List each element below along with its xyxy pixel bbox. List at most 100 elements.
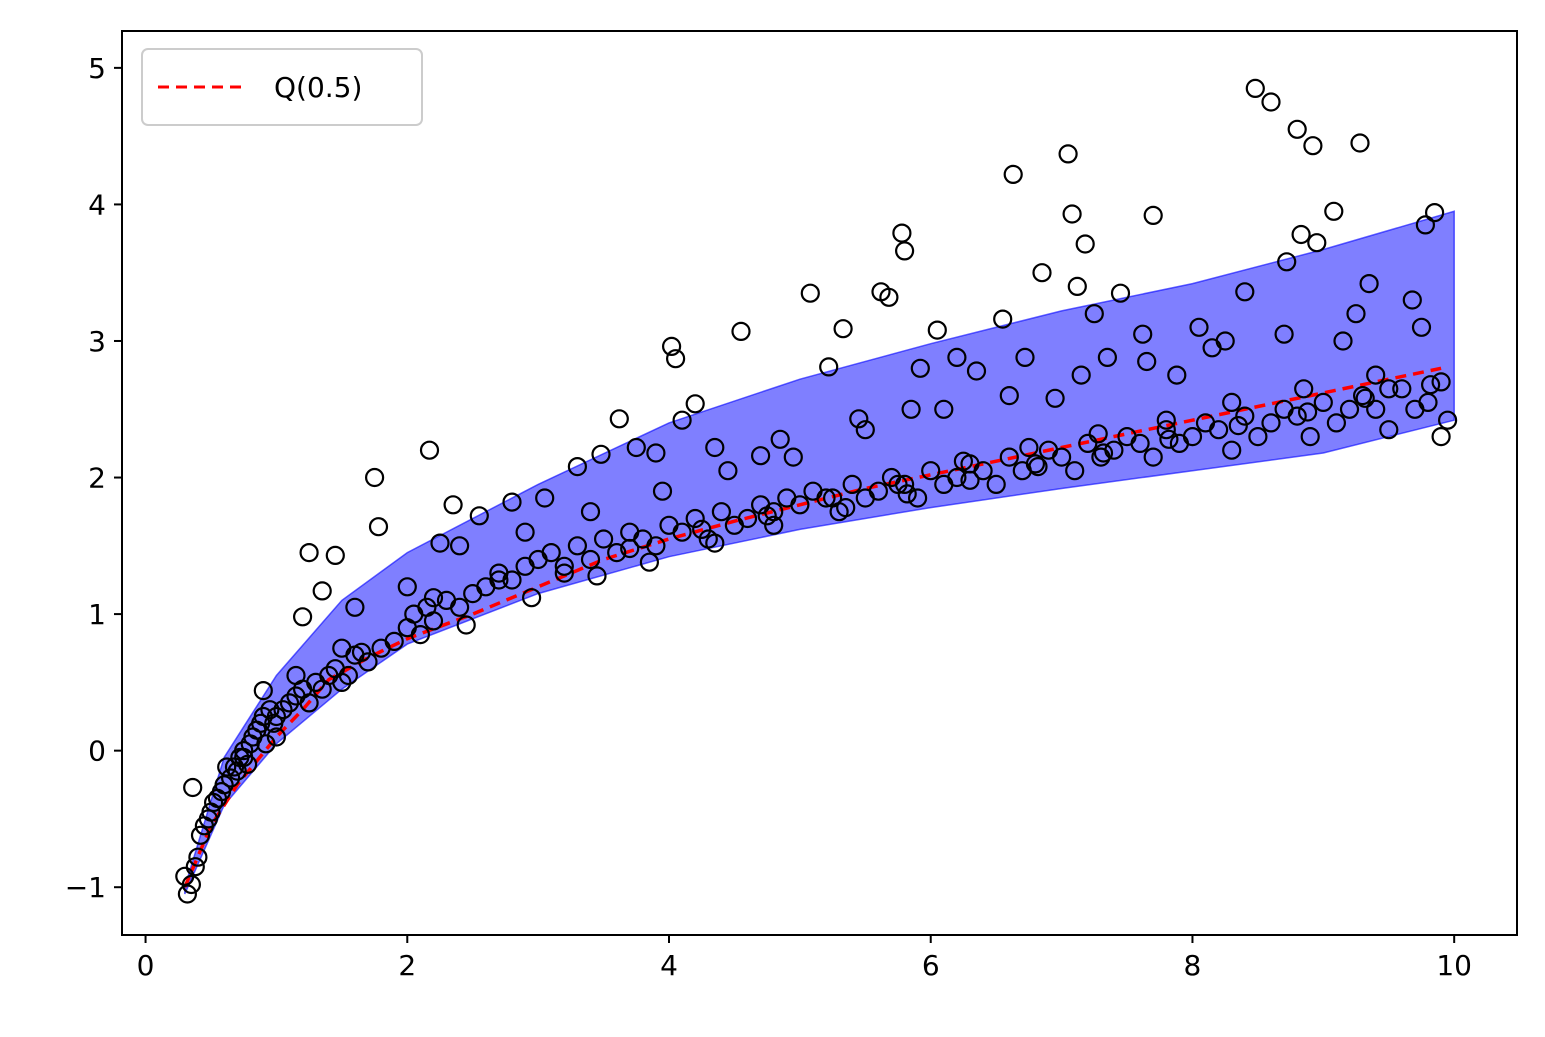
scatter-point — [718, 461, 738, 481]
scatter-point — [1093, 443, 1114, 463]
scatter-point — [1235, 282, 1255, 302]
scatter-point — [1071, 365, 1091, 385]
scatter-point — [1202, 338, 1222, 358]
scatter-point — [1015, 347, 1035, 367]
scatter-point — [1222, 392, 1242, 412]
scatter-point — [1346, 304, 1366, 324]
scatter-point — [256, 734, 276, 754]
scatter-point — [620, 538, 640, 559]
scatter-point — [1167, 365, 1187, 385]
scatter-point — [986, 474, 1006, 494]
scatter-point — [332, 672, 352, 693]
scatter-point — [1326, 413, 1347, 433]
scatter-point — [190, 825, 211, 845]
scatter-point — [185, 857, 205, 877]
scatter-point — [1431, 427, 1451, 447]
y-tick-label: 0 — [88, 735, 106, 768]
scatter-point — [1300, 427, 1320, 447]
scatter-point — [1156, 420, 1176, 440]
scatter-point — [1355, 388, 1375, 408]
scatter-point — [450, 536, 470, 556]
scatter-point — [705, 437, 725, 458]
y-tick-label: 4 — [88, 188, 106, 221]
scatter-point — [541, 542, 561, 563]
scatter-point — [646, 536, 666, 556]
scatter-point — [1261, 413, 1281, 433]
scatter-point — [1352, 386, 1373, 406]
scatter-point — [365, 467, 385, 488]
scatter-point — [1307, 233, 1327, 253]
scatter-point — [609, 409, 629, 429]
scatter-point — [1130, 433, 1150, 453]
legend: Q(0.5) — [141, 48, 423, 126]
scatter-point — [901, 399, 921, 419]
scatter-point — [587, 566, 607, 586]
scatter-point — [502, 492, 522, 512]
x-tick-label: 8 — [1184, 949, 1202, 982]
scatter-point — [253, 680, 273, 701]
scatter-point — [1208, 420, 1229, 440]
scatter-point — [1143, 205, 1163, 225]
scatter-point — [1411, 317, 1432, 337]
scatter-point — [879, 287, 899, 307]
x-tick-label: 2 — [398, 949, 416, 982]
scatter-point — [652, 481, 673, 501]
scatter-point — [894, 241, 915, 261]
x-tick-label: 6 — [922, 949, 940, 982]
scatter-point — [800, 283, 820, 303]
scatter-point — [293, 607, 313, 627]
scatter-point — [1287, 406, 1307, 426]
scatter-point — [580, 549, 601, 570]
scatter-point — [234, 740, 254, 761]
quantile-band — [184, 210, 1455, 895]
scatter-point — [279, 693, 300, 713]
scatter-point — [1075, 234, 1095, 254]
scatter-point — [593, 529, 614, 549]
scatter-point — [1067, 276, 1087, 296]
scatter-point — [443, 495, 463, 515]
scatter-point — [819, 357, 839, 377]
scatter-point — [456, 615, 476, 635]
x-tick-label: 0 — [137, 949, 155, 982]
scatter-point — [1431, 372, 1451, 392]
scatter-point — [672, 410, 692, 430]
median-line — [183, 366, 1442, 888]
scatter-point — [1156, 410, 1176, 430]
scatter-point — [1339, 399, 1360, 419]
scatter-point — [1222, 440, 1242, 460]
scatter-point — [1415, 215, 1436, 235]
scatter-point — [217, 757, 237, 777]
scatter-point — [1261, 92, 1281, 112]
scatter-point — [816, 488, 836, 508]
scatter-point — [868, 481, 889, 501]
scatter-point — [554, 556, 574, 576]
scatter-point — [1379, 420, 1399, 440]
scatter-point — [822, 488, 843, 508]
scatter-point — [1297, 402, 1318, 422]
scatter-point — [332, 638, 352, 658]
scatter-point — [1088, 424, 1108, 444]
y-tick-label: 1 — [88, 598, 106, 631]
scatter-point — [927, 320, 947, 340]
scatter-point — [639, 552, 660, 572]
scatter-point — [1028, 457, 1048, 477]
scatter-point — [567, 457, 588, 477]
axes-frame — [121, 30, 1518, 936]
scatter-point — [351, 642, 372, 662]
scatter-point — [1350, 133, 1370, 153]
scatter-point — [1291, 224, 1311, 245]
x-tick-label: 10 — [1436, 949, 1472, 982]
scatter-point — [273, 700, 293, 720]
scatter-point — [368, 517, 389, 537]
scatter-point — [1137, 351, 1157, 372]
scatter-point — [993, 309, 1013, 329]
scatter-point — [188, 847, 208, 867]
scatter-point — [1078, 433, 1098, 453]
scatter-point — [1274, 324, 1294, 344]
scatter-point — [833, 319, 853, 339]
scatter-point — [999, 447, 1019, 467]
scatter-point — [515, 522, 535, 542]
scatter-point — [999, 386, 1019, 406]
scatter-point — [1045, 388, 1065, 408]
